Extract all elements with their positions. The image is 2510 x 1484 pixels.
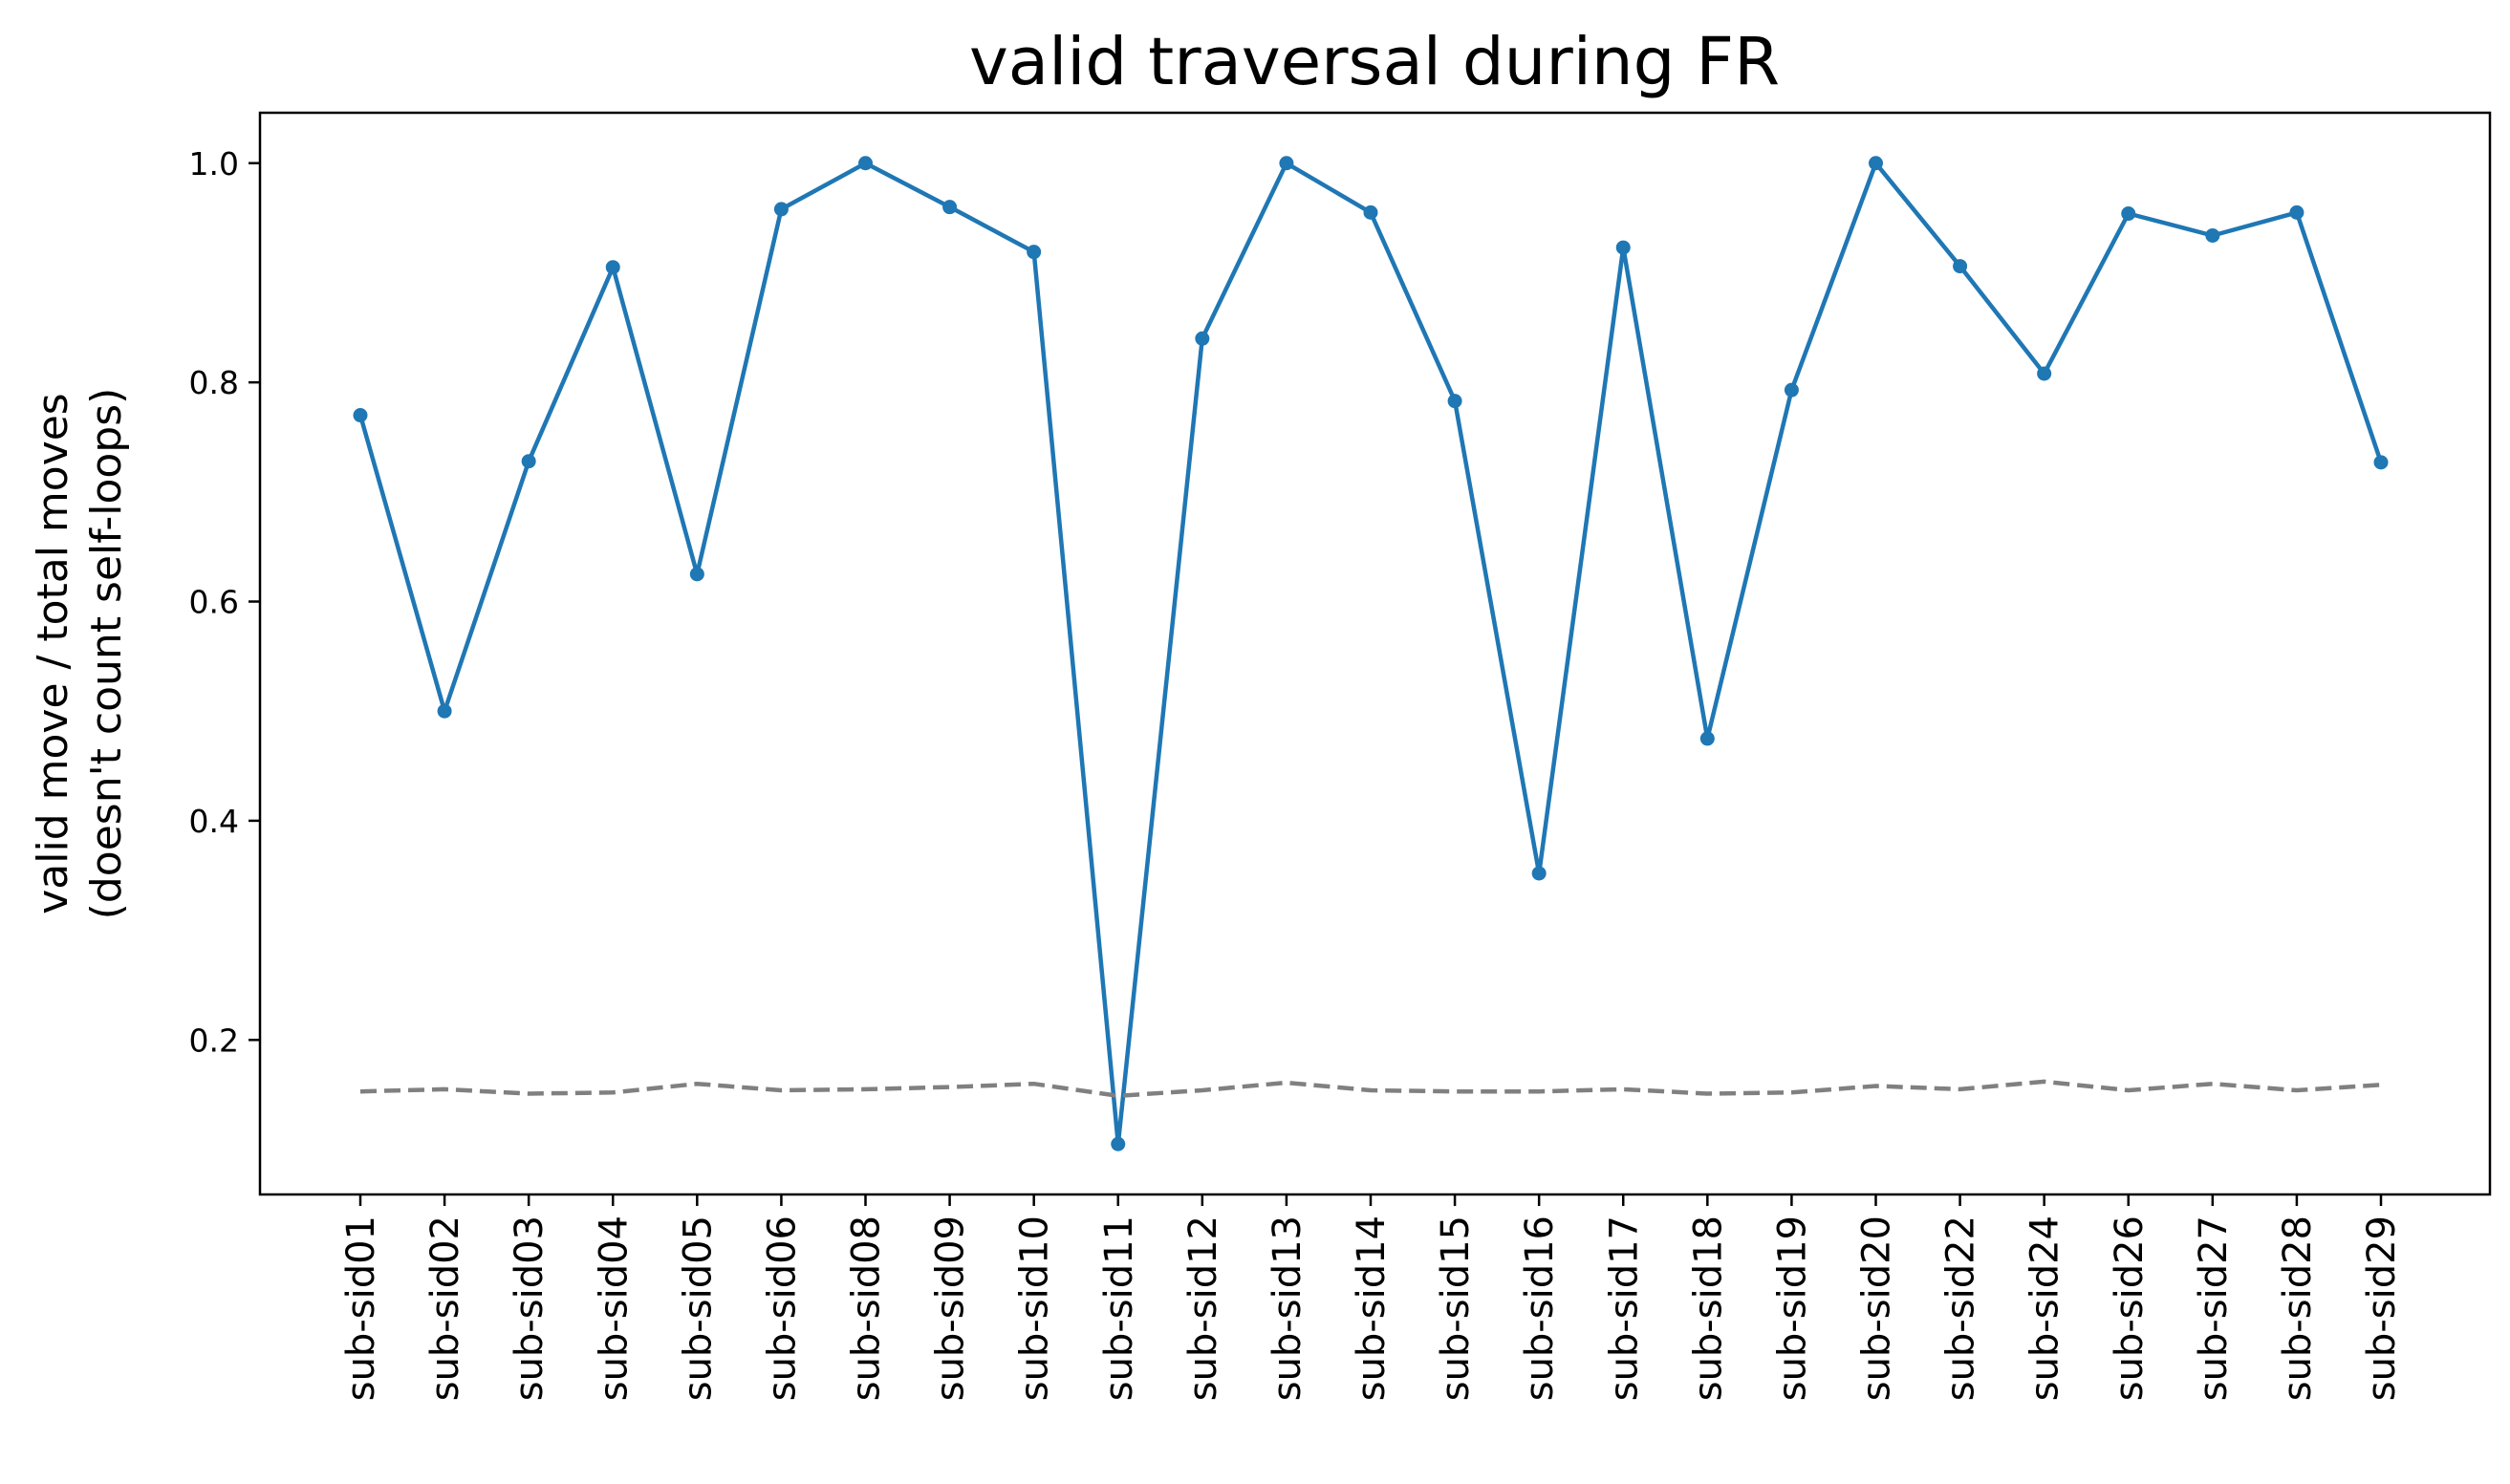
x-tick-label: sub-sid15 [1434, 1215, 1478, 1401]
x-tick-label: sub-sid02 [423, 1215, 467, 1401]
y-axis-label-line-2: (doesn't count self-loops) [82, 388, 131, 920]
data-point [521, 454, 536, 469]
data-point [2121, 206, 2136, 222]
data-point [2373, 455, 2389, 470]
x-tick-label: sub-sid12 [1181, 1215, 1225, 1401]
data-point [689, 567, 704, 582]
x-tick-label: sub-sid03 [508, 1215, 552, 1401]
x-tick-label: sub-sid10 [1013, 1215, 1057, 1401]
plot-area: 0.2 0.4 0.6 0.8 1.0 sub-sid01 sub-sid02 sub-sid… [189, 145, 2404, 1402]
data-point [1531, 866, 1547, 881]
y-axis-label-line-1: valid move / total moves [29, 393, 77, 914]
x-tick-label: sub-sid22 [1939, 1215, 1983, 1401]
data-point [1363, 204, 1378, 220]
data-point [605, 260, 620, 275]
data-point [1869, 156, 1883, 171]
y-axis-label: valid move / total moves [29, 393, 77, 914]
y-tick-label: 0.4 [189, 803, 239, 840]
data-point [2289, 204, 2304, 220]
x-tick-label: sub-sid06 [760, 1215, 804, 1401]
x-tick-label: sub-sid28 [2276, 1215, 2320, 1401]
x-tick-label: sub-sid08 [845, 1215, 889, 1401]
x-tick-label: sub-sid01 [339, 1215, 383, 1401]
y-axis-label-2: (doesn't count self-loops) [82, 388, 131, 920]
x-tick-label: sub-sid09 [929, 1215, 973, 1401]
data-point [942, 200, 958, 215]
y-tick-label: 0.2 [189, 1022, 239, 1059]
data-point [1027, 245, 1042, 260]
x-tick-label: sub-sid16 [1518, 1215, 1562, 1401]
y-tick-label: 0.8 [189, 364, 239, 401]
data-point [858, 156, 873, 171]
data-point [1195, 331, 1210, 346]
x-tick-label: sub-sid20 [1855, 1215, 1899, 1401]
data-point [1447, 394, 1462, 409]
x-tick-label: sub-sid05 [676, 1215, 720, 1401]
x-tick-label: sub-sid04 [592, 1215, 636, 1401]
plot-frame [258, 111, 2492, 1196]
x-tick-label: sub-sid24 [2023, 1215, 2067, 1401]
data-point [353, 408, 368, 423]
x-tick-label: sub-sid18 [1686, 1215, 1730, 1401]
data-point [773, 202, 789, 217]
data-point [437, 703, 452, 719]
x-tick-label: sub-sid27 [2192, 1215, 2236, 1401]
series-line-baseline [359, 1079, 2382, 1099]
x-tick-label: sub-sid17 [1602, 1215, 1646, 1401]
data-point [1111, 1136, 1126, 1151]
x-tick-label: sub-sid19 [1770, 1215, 1814, 1401]
x-tick-label: sub-sid13 [1266, 1215, 1309, 1401]
x-tick-label: sub-sid29 [2360, 1215, 2404, 1401]
chart-title: valid traversal during FR [969, 24, 1780, 100]
x-tick-label: sub-sid11 [1097, 1215, 1141, 1401]
data-point [2037, 366, 2052, 381]
data-point [1784, 382, 1799, 398]
data-point [2205, 227, 2220, 243]
data-point [1953, 259, 1968, 274]
x-tick-label: sub-sid14 [1350, 1215, 1394, 1401]
data-point [1615, 240, 1631, 255]
data-point [1699, 731, 1715, 746]
y-tick-label: 0.6 [189, 584, 239, 621]
x-tick-label: sub-sid26 [2108, 1215, 2152, 1401]
data-point [1279, 156, 1294, 171]
y-tick-label: 1.0 [189, 145, 239, 183]
